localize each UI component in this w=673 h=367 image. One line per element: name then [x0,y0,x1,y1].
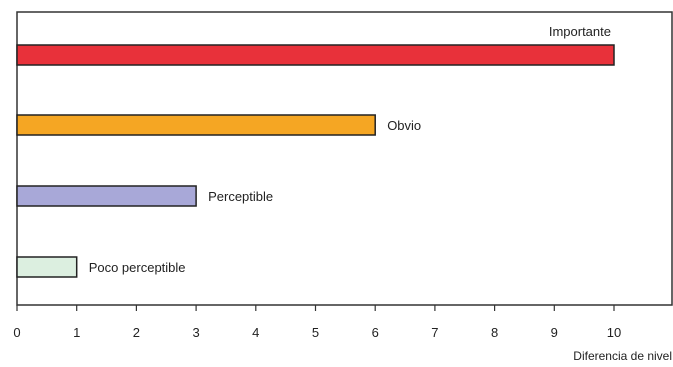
x-tick-label: 8 [491,325,498,340]
bar-obvio [17,115,375,135]
x-axis-title: Diferencia de nivel [573,349,672,363]
bar-label: Poco perceptible [89,260,186,275]
bar-label: Importante [549,24,611,39]
x-tick-label: 5 [312,325,319,340]
x-tick-label: 0 [13,325,20,340]
x-axis-ticks: 0 1 2 3 4 5 6 7 8 9 10 [13,305,621,340]
x-tick-label: 9 [551,325,558,340]
bar-label: Obvio [387,118,421,133]
x-tick-label: 3 [192,325,199,340]
x-tick-label: 4 [252,325,259,340]
x-tick-label: 10 [607,325,621,340]
bar-importante [17,45,614,65]
bars: Importante Obvio Perceptible Poco perceptib… [17,24,614,277]
x-tick-label: 7 [431,325,438,340]
bar-label: Perceptible [208,189,273,204]
x-tick-label: 1 [73,325,80,340]
bar-poco-perceptible [17,257,77,277]
x-tick-label: 2 [133,325,140,340]
bar-perceptible [17,186,196,206]
x-tick-label: 6 [372,325,379,340]
